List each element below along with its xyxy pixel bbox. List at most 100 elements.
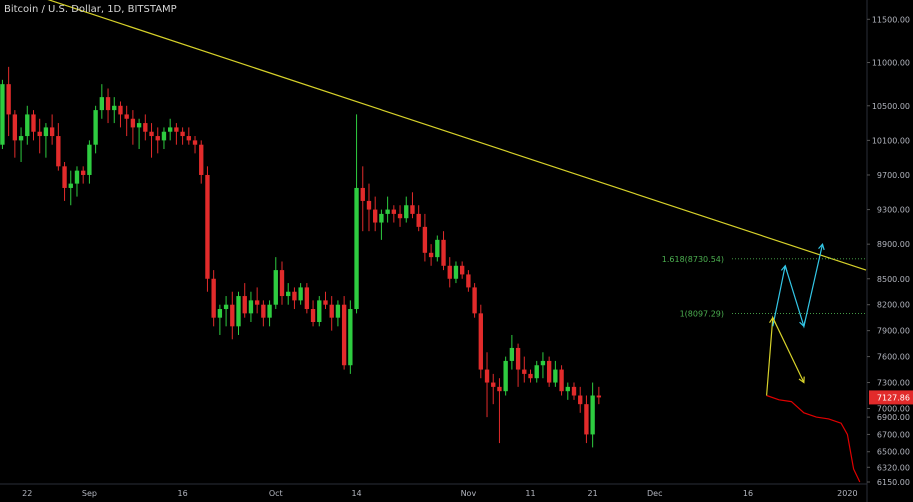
candle-body [522, 369, 527, 374]
candle-body [385, 209, 390, 214]
candle-body [354, 187, 359, 310]
candle-body [571, 386, 577, 396]
candle-body [223, 304, 229, 310]
last-price-badge [869, 390, 913, 405]
candle-body [180, 131, 185, 137]
candle-body [105, 97, 111, 111]
candle-body [267, 304, 272, 318]
price-tick-label: 8200.00 [877, 301, 910, 310]
candle-body [37, 131, 42, 137]
time-axis[interactable]: 22 Sep 16 Oct 14 Nov 11 21 Dec 16 2020 [0, 483, 867, 498]
candle-body [292, 291, 297, 301]
candle-body [31, 114, 36, 132]
last-price-label: 7127.86 [877, 393, 910, 402]
candle-body [211, 278, 216, 318]
price-tick-label: 11500.00 [872, 15, 910, 24]
candle-body [329, 304, 334, 318]
price-tick-label: 6900.00 [877, 413, 910, 422]
price-tick-label: 8900.00 [877, 240, 910, 249]
candle-body [546, 360, 552, 383]
candle-body [6, 84, 11, 115]
candle-body [192, 140, 198, 145]
candle-body [441, 239, 446, 266]
candle-body [124, 114, 129, 119]
time-tick-label: Sep [82, 489, 97, 498]
candle-body [118, 105, 123, 115]
candle-body [528, 373, 533, 379]
candle-body [478, 313, 483, 370]
time-tick-label: 16 [178, 489, 188, 498]
candle-body [174, 127, 179, 132]
candle-body [397, 213, 403, 219]
price-tick-label: 6700.00 [877, 430, 910, 439]
candle-body [56, 136, 61, 167]
candle-body [366, 200, 372, 210]
candle-body [18, 136, 24, 141]
candle-body [584, 404, 589, 435]
candle-body [298, 287, 303, 301]
time-tick-label: Dec [647, 489, 662, 498]
candle-body [186, 136, 191, 141]
candle-body [112, 105, 117, 111]
candle-body [459, 265, 465, 275]
candle-body [155, 136, 160, 141]
candle-body [93, 110, 98, 145]
candle-body [25, 114, 30, 137]
cyan-arrow-head [799, 320, 806, 328]
yellow-arrow-head [798, 376, 805, 384]
candle-body [161, 131, 167, 141]
time-tick-label: 11 [525, 489, 535, 498]
candle-body [410, 205, 415, 214]
candle-body [447, 265, 452, 279]
candle-body [503, 360, 508, 392]
candle-body [0, 84, 5, 145]
candle-body [453, 265, 459, 279]
time-tick-label: Nov [461, 489, 477, 498]
candle-body [422, 226, 428, 253]
price-tick-label: 7000.00 [877, 404, 910, 413]
candle-body [466, 274, 471, 288]
projection-path [766, 394, 861, 483]
candle-body [167, 127, 173, 132]
cyan-arrow-head [818, 242, 825, 251]
candle-body [49, 127, 55, 137]
candle-body [99, 97, 105, 111]
price-tick-label: 9700.00 [877, 171, 910, 180]
price-axis[interactable]: 11500.00 11000.00 10500.00 10100.00 9700.00 9… [866, 0, 913, 502]
cyan-arrow-head [780, 264, 788, 272]
candle-body [81, 170, 86, 175]
candle-body [484, 369, 490, 383]
candle-body [242, 296, 247, 314]
candle-body [143, 123, 148, 132]
candle-body [379, 213, 384, 223]
candle-body [43, 127, 49, 137]
price-tick-label: 6320.00 [877, 463, 910, 472]
candle-body [130, 118, 136, 128]
candle-body [391, 209, 397, 214]
candle-body [279, 270, 285, 297]
candle-body [341, 304, 347, 366]
fib-level-label: 1(8097.29) [680, 310, 724, 319]
candle-body [254, 300, 260, 305]
candle-body [515, 347, 521, 370]
candle-body [68, 183, 73, 188]
candles-layer [0, 66, 602, 448]
candle-body [497, 386, 502, 392]
candle-body [230, 304, 235, 327]
candle-body [74, 170, 80, 184]
price-tick-label: 9300.00 [877, 206, 910, 215]
time-tick-label: 22 [22, 489, 32, 498]
time-tick-label: Oct [269, 489, 283, 498]
price-tick-label: 7600.00 [877, 353, 910, 362]
candle-body [435, 239, 440, 258]
price-tick-label: 11000.00 [872, 59, 910, 68]
drawings-layer[interactable]: 1.618(8730.54) 1(8097.29) [0, 0, 867, 483]
candle-body [217, 309, 223, 318]
candle-body [565, 386, 570, 392]
candle-body [553, 369, 558, 383]
candle-body [62, 166, 67, 188]
time-tick-label: 14 [351, 489, 361, 498]
candle-body [491, 382, 496, 387]
